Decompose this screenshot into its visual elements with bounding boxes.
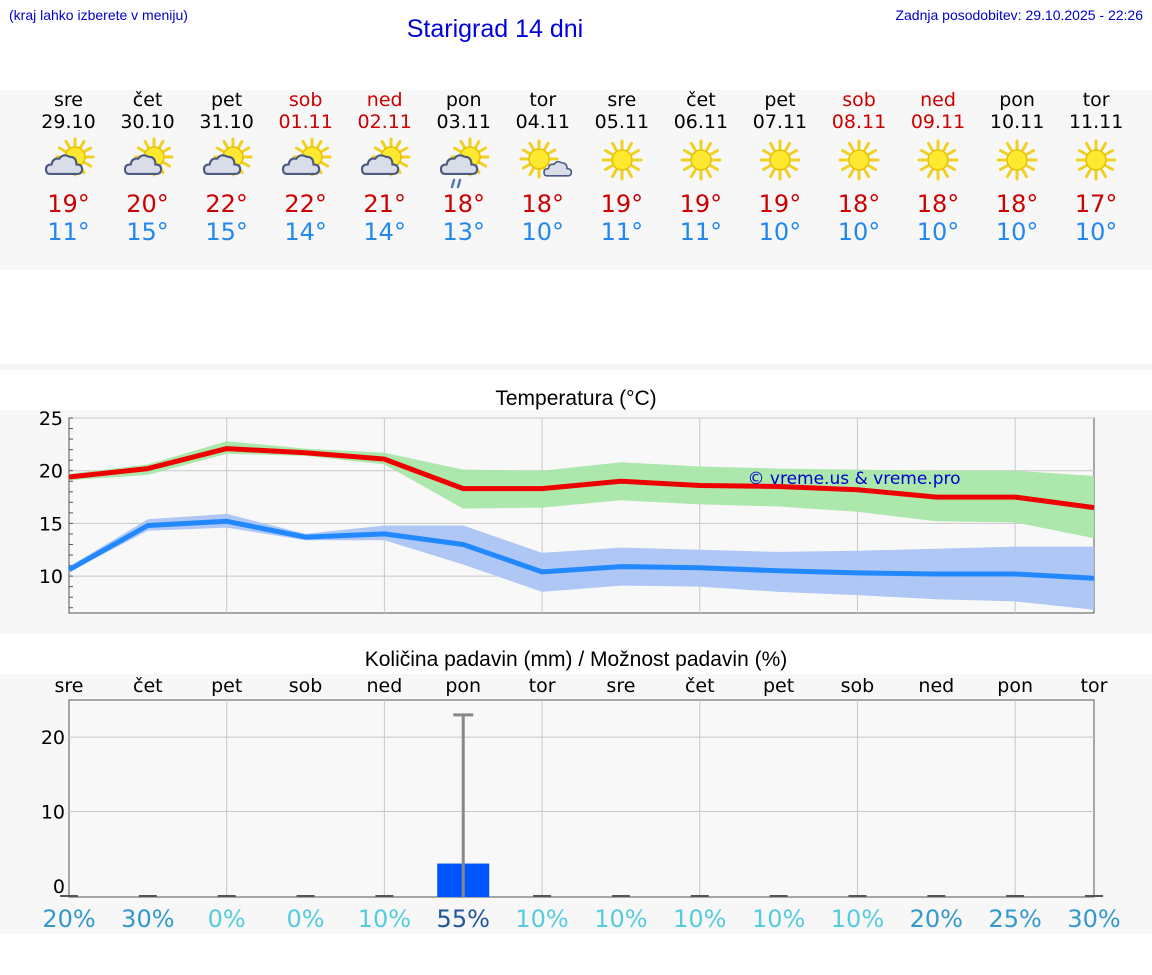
day-name: sre	[607, 89, 637, 111]
temp-max: 18°	[916, 190, 960, 218]
day-column[interactable]: ned 09.11 18° 10°	[899, 89, 978, 246]
sun-icon	[908, 133, 968, 193]
sun-icon	[671, 133, 731, 193]
day-date: 06.11	[673, 111, 729, 133]
day-name: čet	[686, 89, 716, 111]
day-name: pon	[999, 89, 1035, 111]
temp-min: 10°	[1074, 218, 1118, 246]
day-date: 02.11	[357, 111, 412, 133]
day-date: 29.10	[41, 111, 96, 133]
temp-min: 10°	[995, 218, 1039, 246]
temp-min: 11°	[47, 218, 90, 246]
location-hint: (kraj lahko izberete v meniju)	[9, 7, 188, 23]
day-date: 30.10	[120, 111, 175, 133]
temp-max: 19°	[758, 190, 802, 218]
day-date: 05.11	[594, 111, 650, 133]
sun-icon	[987, 133, 1047, 193]
day-column[interactable]: pet 31.10 22° 15°	[187, 89, 266, 246]
day-date: 01.11	[278, 111, 333, 133]
temp-min: 15°	[126, 218, 169, 246]
day-date: 04.11	[515, 111, 570, 133]
sun-icon	[750, 133, 810, 193]
day-name: tor	[529, 89, 557, 111]
sun-cloud-rain-icon	[434, 133, 494, 193]
sun-cloud-icon	[118, 133, 178, 193]
day-name: ned	[920, 89, 956, 111]
day-name: pon	[445, 89, 482, 111]
day-name: pet	[764, 89, 796, 111]
temp-min: 10°	[837, 218, 881, 246]
temp-max: 19°	[679, 190, 723, 218]
day-column[interactable]: sre 05.11 19° 11°	[582, 89, 661, 246]
last-updated: Zadnja posodobitev: 29.10.2025 - 22:26	[895, 7, 1143, 23]
day-column[interactable]: sre 29.10 19° 11°	[29, 89, 108, 246]
precipitation-panel	[0, 674, 1152, 934]
day-column[interactable]: tor 11.11 17° 10°	[1057, 89, 1136, 246]
temp-min: 15°	[205, 218, 248, 246]
sun-icon	[592, 133, 652, 193]
temp-min: 14°	[363, 218, 406, 246]
day-column[interactable]: pon 03.11 18° 13°	[424, 89, 503, 246]
sun-icon	[1066, 133, 1126, 193]
temp-max: 19°	[47, 190, 90, 218]
precipitation-chart-title: Količina padavin (mm) / Možnost padavin …	[364, 648, 788, 671]
day-name: ned	[366, 89, 403, 111]
day-name: sob	[842, 89, 876, 111]
day-name: čet	[132, 89, 163, 111]
temp-min: 10°	[758, 218, 802, 246]
temperature-chart-title: Temperatura (°C)	[495, 387, 657, 410]
sun-small-cloud-icon	[513, 133, 573, 193]
temperature-panel	[0, 410, 1152, 634]
temp-max: 18°	[995, 190, 1039, 218]
temp-min: 10°	[916, 218, 960, 246]
day-date: 03.11	[436, 111, 491, 133]
sun-cloud-icon	[355, 133, 415, 193]
day-name: pet	[210, 89, 243, 111]
day-column[interactable]: pon 10.11 18° 10°	[978, 89, 1057, 246]
day-name: sob	[288, 89, 323, 111]
day-column[interactable]: tor 04.11 18° 10°	[503, 89, 582, 246]
day-date: 09.11	[910, 111, 966, 133]
sun-cloud-icon	[276, 133, 336, 193]
day-date: 11.11	[1068, 111, 1124, 133]
day-column[interactable]: pet 07.11 19° 10°	[740, 89, 819, 246]
temp-min: 13°	[442, 218, 486, 246]
day-column[interactable]: ned 02.11 21° 14°	[345, 89, 424, 246]
temp-max: 17°	[1074, 190, 1118, 218]
page-title: Starigrad 14 dni	[406, 15, 584, 43]
sun-cloud-icon	[197, 133, 257, 193]
temp-max: 20°	[126, 190, 169, 218]
day-column[interactable]: sob 08.11 18° 10°	[820, 89, 899, 246]
temp-max: 18°	[442, 190, 486, 218]
sun-cloud-icon	[39, 133, 99, 193]
day-date: 08.11	[831, 111, 887, 133]
temp-max: 22°	[284, 190, 327, 218]
temp-min: 11°	[600, 218, 644, 246]
temp-max: 21°	[363, 190, 406, 218]
day-column[interactable]: sob 01.11 22° 14°	[266, 89, 345, 246]
temp-max: 18°	[837, 190, 881, 218]
day-name: sre	[54, 89, 83, 111]
sun-icon	[829, 133, 889, 193]
day-name: tor	[1082, 89, 1110, 111]
temp-max: 22°	[205, 190, 248, 218]
day-date: 31.10	[199, 111, 254, 133]
days-forecast-strip: sre 29.10 19° 11° čet 30.10 20° 15° pet 31.10 22° 1…	[0, 89, 1152, 270]
temp-min: 10°	[521, 218, 565, 246]
temp-min: 11°	[679, 218, 723, 246]
day-date: 07.11	[752, 111, 808, 133]
separator	[0, 364, 1152, 370]
day-column[interactable]: čet 30.10 20° 15°	[108, 89, 187, 246]
day-column[interactable]: čet 06.11 19° 11°	[661, 89, 740, 246]
temp-max: 18°	[521, 190, 565, 218]
day-date: 10.11	[989, 111, 1045, 133]
temp-max: 19°	[600, 190, 644, 218]
temp-min: 14°	[284, 218, 327, 246]
